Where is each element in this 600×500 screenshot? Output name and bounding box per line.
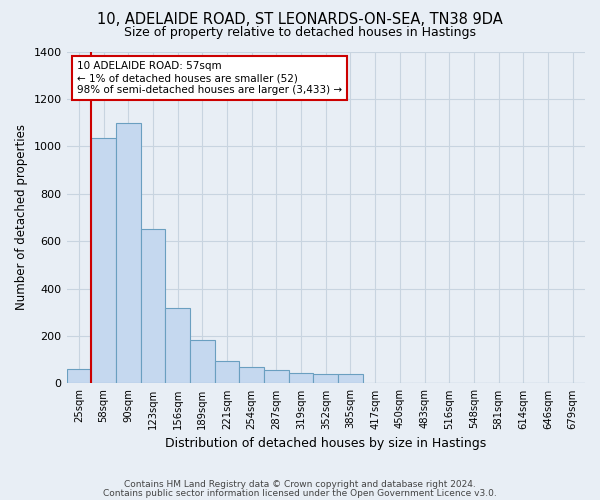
Text: Contains HM Land Registry data © Crown copyright and database right 2024.: Contains HM Land Registry data © Crown c… (124, 480, 476, 489)
Bar (313, 374, 338, 384)
Bar (264, 370, 289, 384)
Text: 10 ADELAIDE ROAD: 57sqm
← 1% of detached houses are smaller (52)
98% of semi-det: 10 ADELAIDE ROAD: 57sqm ← 1% of detached… (77, 62, 342, 94)
Bar (289, 373, 313, 384)
Text: Contains public sector information licensed under the Open Government Licence v3: Contains public sector information licen… (103, 488, 497, 498)
Bar (338, 374, 363, 384)
Bar (239, 367, 264, 384)
Bar (91, 138, 116, 384)
Bar (67, 368, 91, 384)
Bar (215, 361, 239, 384)
Y-axis label: Number of detached properties: Number of detached properties (15, 124, 28, 310)
Bar (116, 122, 140, 384)
Text: 10, ADELAIDE ROAD, ST LEONARDS-ON-SEA, TN38 9DA: 10, ADELAIDE ROAD, ST LEONARDS-ON-SEA, T… (97, 12, 503, 28)
Bar (165, 308, 190, 384)
Bar (140, 230, 165, 384)
Bar (190, 340, 215, 384)
Text: Size of property relative to detached houses in Hastings: Size of property relative to detached ho… (124, 26, 476, 39)
X-axis label: Distribution of detached houses by size in Hastings: Distribution of detached houses by size … (165, 437, 487, 450)
